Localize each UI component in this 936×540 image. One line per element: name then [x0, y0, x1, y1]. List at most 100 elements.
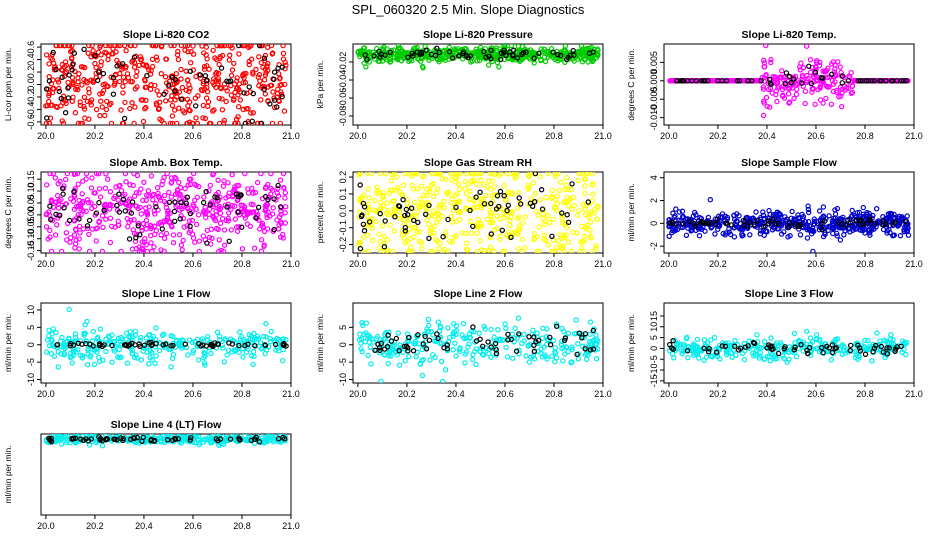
- data-point: [245, 190, 252, 196]
- subset-point: [497, 188, 504, 195]
- subset-point: [187, 68, 193, 75]
- data-point: [555, 172, 561, 177]
- subset-point: [736, 78, 743, 84]
- data-point: [182, 185, 188, 192]
- data-point: [241, 44, 247, 49]
- data-point: [466, 341, 472, 347]
- data-point: [268, 328, 274, 335]
- data-point: [151, 231, 158, 238]
- data-point: [209, 235, 215, 241]
- data-point: [439, 175, 445, 182]
- data-point: [589, 172, 596, 177]
- data-point: [568, 360, 574, 366]
- data-point: [526, 359, 533, 365]
- data-point: [435, 172, 441, 177]
- subset-point: [197, 72, 203, 78]
- data-point: [693, 343, 700, 349]
- data-point: [86, 231, 92, 238]
- data-point: [395, 330, 401, 336]
- data-point: [52, 232, 59, 238]
- scatter-points: [666, 328, 910, 365]
- y-axis-label: kPa per min.: [315, 61, 325, 109]
- subset-point: [795, 223, 801, 230]
- data-point: [462, 185, 468, 192]
- data-point: [127, 105, 133, 112]
- data-point: [213, 225, 220, 232]
- subset-point: [735, 347, 742, 353]
- data-point: [830, 350, 837, 357]
- data-point: [519, 248, 525, 253]
- data-point: [223, 217, 229, 224]
- data-point: [557, 179, 564, 185]
- data-point: [582, 176, 589, 183]
- subset-point: [408, 205, 415, 211]
- data-point: [583, 46, 590, 52]
- data-point: [242, 215, 248, 221]
- subset-point: [786, 73, 793, 80]
- data-point: [450, 347, 456, 353]
- data-point: [54, 104, 61, 111]
- data-point: [712, 231, 718, 237]
- data-point: [248, 110, 254, 116]
- data-point: [491, 248, 497, 253]
- subset-point: [214, 195, 220, 201]
- data-point: [152, 211, 158, 217]
- subset-point: [280, 342, 286, 348]
- data-point: [146, 192, 152, 199]
- y-tick-label: 0: [649, 221, 659, 226]
- x-tick-label: 20.4: [447, 389, 465, 399]
- data-point: [802, 88, 809, 95]
- subset-point: [60, 191, 66, 197]
- data-point: [551, 248, 557, 253]
- subset-point: [371, 53, 377, 59]
- y-tick-label: 5: [338, 325, 348, 330]
- data-point: [206, 120, 213, 125]
- data-point: [552, 204, 559, 210]
- x-tick-label: 20.6: [496, 131, 514, 141]
- subset-point: [505, 331, 511, 338]
- y-axis-label: degrees C per min.: [3, 176, 13, 248]
- data-point: [43, 52, 50, 58]
- data-point: [263, 334, 269, 340]
- subset-point: [256, 44, 263, 49]
- data-point: [865, 338, 871, 344]
- data-point: [68, 56, 75, 62]
- data-point: [565, 330, 572, 336]
- data-point: [46, 98, 52, 105]
- data-point: [195, 212, 202, 218]
- data-point: [175, 48, 181, 55]
- subset-point: [498, 56, 504, 63]
- data-point: [105, 333, 112, 339]
- data-point: [582, 183, 588, 189]
- data-point: [387, 222, 393, 228]
- data-point: [769, 90, 775, 96]
- data-point: [46, 327, 52, 333]
- data-point: [107, 188, 114, 195]
- subset-point: [71, 50, 78, 56]
- data-point: [563, 344, 570, 350]
- subset-point: [533, 339, 539, 345]
- scatter-points: [43, 306, 289, 370]
- subset-point: [54, 342, 61, 348]
- data-point: [199, 87, 206, 94]
- subset-point: [713, 349, 720, 355]
- data-point: [565, 348, 571, 355]
- data-point: [143, 192, 150, 198]
- subset-point: [66, 72, 72, 78]
- subset-point: [272, 97, 278, 103]
- data-point: [417, 361, 424, 367]
- data-point: [497, 215, 503, 222]
- y-tick-label: 0.0: [338, 205, 348, 218]
- data-point: [268, 185, 274, 192]
- x-tick-label: 21.0: [594, 389, 612, 399]
- data-point: [592, 341, 598, 348]
- data-point: [365, 186, 371, 192]
- data-point: [73, 227, 79, 233]
- y-tick-label: -0.05: [26, 217, 36, 238]
- data-point: [438, 324, 444, 330]
- subset-point: [723, 220, 729, 226]
- data-point: [85, 50, 91, 56]
- subset-point: [547, 334, 553, 340]
